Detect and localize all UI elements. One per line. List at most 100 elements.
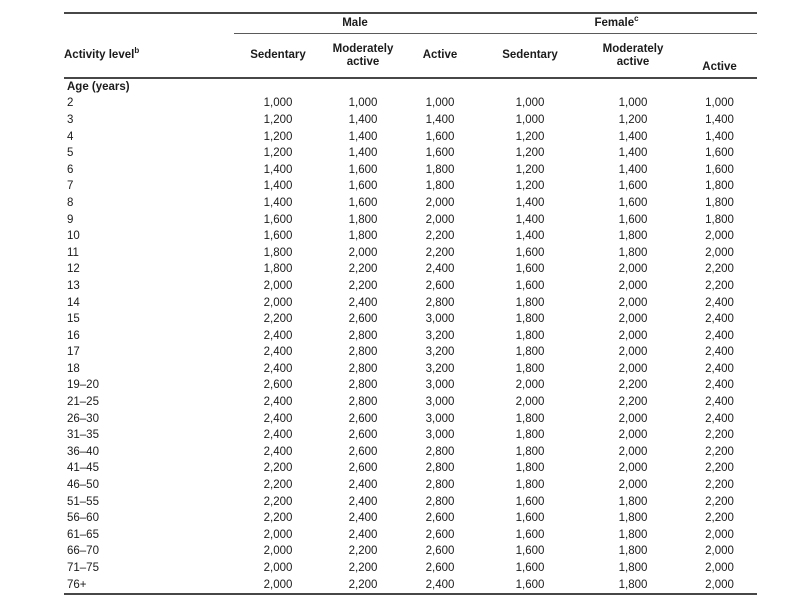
- table-row: 6 1,400 1,600 1,800 1,200 1,400 1,600: [64, 162, 757, 179]
- table-row: 51–55 2,200 2,400 2,800 1,600 1,800 2,20…: [64, 494, 757, 511]
- value-female-moderately-active: 2,000: [618, 462, 648, 475]
- table-row: 12 1,800 2,200 2,400 1,600 2,000 2,200: [64, 262, 757, 279]
- value-female-active: 2,000: [705, 562, 734, 575]
- value-female-active: 2,200: [705, 445, 734, 458]
- value-male-moderately-active: 2,600: [348, 445, 378, 458]
- value-male-moderately-active: 1,400: [348, 147, 378, 160]
- value-male-sedentary: 2,200: [263, 313, 293, 326]
- value-female-moderately-active: 1,800: [618, 246, 648, 259]
- value-male-moderately-active: 2,400: [348, 296, 378, 309]
- value-female-sedentary: 1,200: [515, 163, 545, 176]
- value-male-active: 3,000: [425, 313, 455, 326]
- column-header-row: Activity levelb Sedentary Moderately act…: [64, 33, 758, 79]
- value-female-sedentary: 2,000: [515, 379, 545, 392]
- value-male-moderately-active: 2,800: [348, 379, 378, 392]
- value-male-active: 2,400: [425, 578, 455, 591]
- table-row: 17 2,400 2,800 3,200 1,800 2,000 2,400: [64, 345, 757, 362]
- value-male-moderately-active: 1,800: [348, 213, 378, 226]
- value-female-sedentary: 1,600: [515, 279, 545, 292]
- value-female-moderately-active: 1,400: [618, 147, 648, 160]
- value-female-moderately-active: 2,000: [618, 445, 648, 458]
- value-female-sedentary: 1,200: [515, 147, 545, 160]
- value-female-sedentary: 1,600: [515, 246, 545, 259]
- age-label: 5: [67, 147, 74, 160]
- value-female-active: 2,200: [705, 479, 734, 492]
- value-female-active: 1,800: [705, 180, 734, 193]
- value-female-moderately-active: 2,000: [618, 329, 648, 342]
- value-male-active: 2,800: [425, 495, 455, 508]
- value-female-sedentary: 1,600: [515, 263, 545, 276]
- value-male-active: 3,200: [425, 329, 455, 342]
- value-male-moderately-active: 2,200: [348, 578, 378, 591]
- age-label: 9: [67, 213, 74, 226]
- value-female-moderately-active: 1,800: [618, 512, 648, 525]
- table-row: 3 1,200 1,400 1,400 1,000 1,200 1,400: [64, 112, 757, 129]
- value-female-moderately-active: 1,800: [618, 545, 648, 558]
- age-label: 15: [67, 313, 80, 326]
- age-label: 10: [67, 230, 80, 243]
- value-female-active: 2,000: [705, 246, 734, 259]
- value-male-moderately-active: 2,400: [348, 479, 378, 492]
- value-female-moderately-active: 1,400: [618, 130, 648, 143]
- value-female-active: 2,400: [705, 379, 734, 392]
- age-label: 14: [67, 296, 80, 309]
- value-male-active: 2,000: [425, 213, 455, 226]
- column-header-male-sedentary: Sedentary: [234, 33, 322, 79]
- value-male-sedentary: 1,400: [263, 196, 293, 209]
- value-male-moderately-active: 2,400: [348, 512, 378, 525]
- table-row: 71–75 2,000 2,200 2,600 1,600 1,800 2,00…: [64, 560, 757, 577]
- value-male-active: 3,000: [425, 379, 455, 392]
- value-male-moderately-active: 2,000: [348, 246, 378, 259]
- value-female-active: 2,200: [705, 279, 734, 292]
- value-male-moderately-active: 1,000: [348, 97, 378, 110]
- value-female-sedentary: 1,400: [515, 196, 545, 209]
- value-male-active: 2,000: [425, 196, 455, 209]
- column-header-female-moderately-active: Moderately active: [584, 33, 683, 79]
- age-label: 76+: [67, 578, 87, 591]
- value-male-active: 2,200: [425, 230, 455, 243]
- value-male-active: 1,800: [425, 180, 455, 193]
- age-label: 8: [67, 196, 74, 209]
- table-row: 15 2,200 2,600 3,000 1,800 2,000 2,400: [64, 311, 757, 328]
- age-label: 17: [67, 346, 80, 359]
- value-male-sedentary: 2,000: [263, 545, 293, 558]
- value-male-moderately-active: 2,800: [348, 346, 378, 359]
- age-label: 2: [67, 97, 74, 110]
- value-male-sedentary: 2,200: [263, 462, 293, 475]
- value-female-active: 2,000: [705, 545, 734, 558]
- value-female-moderately-active: 1,800: [618, 562, 648, 575]
- value-male-moderately-active: 2,200: [348, 279, 378, 292]
- table-row: 4 1,200 1,400 1,600 1,200 1,400 1,400: [64, 129, 757, 146]
- age-label: 46–50: [67, 479, 99, 492]
- value-female-sedentary: 1,800: [515, 462, 545, 475]
- value-male-active: 1,800: [425, 163, 455, 176]
- value-male-sedentary: 2,000: [263, 562, 293, 575]
- age-label: 36–40: [67, 445, 99, 458]
- value-female-moderately-active: 2,000: [618, 479, 648, 492]
- table-row: 61–65 2,000 2,400 2,600 1,600 1,800 2,00…: [64, 527, 757, 544]
- value-male-sedentary: 2,400: [263, 396, 293, 409]
- value-female-sedentary: 1,600: [515, 495, 545, 508]
- value-male-moderately-active: 2,200: [348, 562, 378, 575]
- value-male-sedentary: 1,600: [263, 213, 293, 226]
- value-female-sedentary: 1,800: [515, 329, 545, 342]
- age-label: 56–60: [67, 512, 99, 525]
- value-male-sedentary: 1,600: [263, 230, 293, 243]
- value-female-moderately-active: 1,400: [618, 163, 648, 176]
- table-row: 14 2,000 2,400 2,800 1,800 2,000 2,400: [64, 295, 757, 312]
- value-female-moderately-active: 2,000: [618, 429, 648, 442]
- value-male-moderately-active: 2,600: [348, 313, 378, 326]
- table-row: 18 2,400 2,800 3,200 1,800 2,000 2,400: [64, 361, 757, 378]
- table-row: 66–70 2,000 2,200 2,600 1,600 1,800 2,00…: [64, 544, 757, 561]
- table-row: 56–60 2,200 2,400 2,600 1,600 1,800 2,20…: [64, 510, 757, 527]
- value-male-sedentary: 2,600: [263, 379, 293, 392]
- value-male-sedentary: 2,200: [263, 495, 293, 508]
- age-label: 71–75: [67, 562, 99, 575]
- table-row: 16 2,400 2,800 3,200 1,800 2,000 2,400: [64, 328, 757, 345]
- value-male-moderately-active: 2,600: [348, 429, 378, 442]
- value-female-sedentary: 1,000: [515, 113, 545, 126]
- value-female-active: 2,400: [705, 329, 734, 342]
- value-male-active: 2,600: [425, 512, 455, 525]
- table-row: 2 1,000 1,000 1,000 1,000 1,000 1,000: [64, 96, 757, 113]
- value-female-active: 2,200: [705, 512, 734, 525]
